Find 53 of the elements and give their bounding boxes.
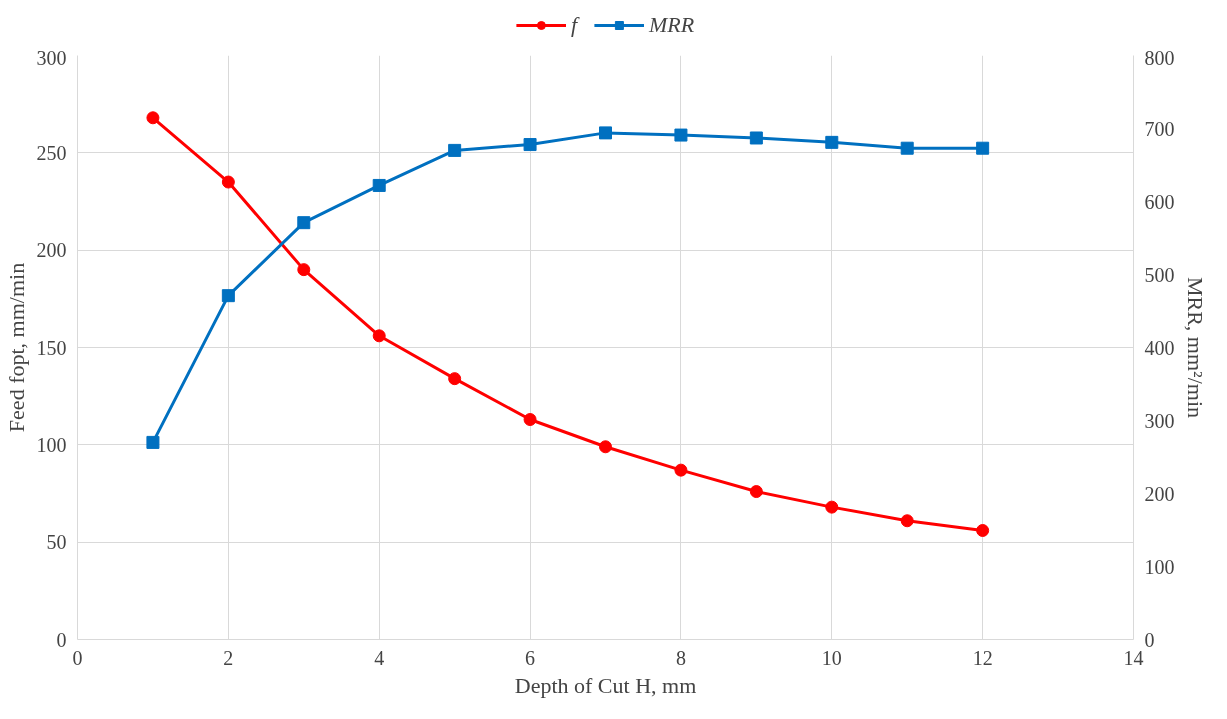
y2-tick-label: 700 [1144, 117, 1175, 140]
point [749, 485, 763, 499]
y2-tick-label: 800 [1144, 46, 1175, 69]
point [523, 413, 537, 427]
point [825, 500, 839, 514]
y2-tick-label: 200 [1144, 482, 1175, 505]
point [221, 289, 235, 303]
y-tick-label: 0 [56, 628, 67, 651]
point [825, 135, 839, 149]
point [599, 126, 612, 140]
y2-tick-label: 0 [1144, 628, 1155, 651]
y2-tick-label: 400 [1144, 336, 1175, 359]
y2-tick-label: 600 [1144, 190, 1175, 213]
point [674, 128, 688, 142]
point [448, 372, 462, 386]
y-tick-label: 250 [36, 141, 67, 164]
x-tick-label: 6 [525, 646, 536, 669]
y-tick-label: 150 [36, 336, 67, 359]
x-tick-label: 0 [72, 646, 83, 669]
y-tick-label: 300 [36, 46, 67, 69]
point [599, 440, 612, 454]
point [976, 524, 990, 537]
point [372, 178, 386, 192]
y-axis-title: Feed fopt, mm/min [3, 262, 29, 433]
point [900, 514, 914, 528]
y2-tick-label: 500 [1144, 263, 1175, 286]
point [448, 143, 462, 157]
y-tick-label: 50 [46, 531, 67, 554]
y2-axis-title: MRR, mm²/min [1182, 276, 1208, 419]
x-axis-title: Depth of Cut H, mm [514, 672, 697, 698]
point [146, 111, 160, 125]
point [523, 138, 537, 152]
legend-label: f [570, 12, 581, 38]
x-tick-label: 14 [1123, 646, 1144, 669]
y-tick-label: 200 [36, 239, 67, 262]
x-tick-label: 8 [675, 646, 686, 669]
point [976, 141, 990, 155]
point [749, 131, 763, 145]
point [297, 216, 311, 230]
point [146, 435, 160, 449]
y2-tick-label: 300 [1144, 409, 1175, 432]
y2-tick-label: 100 [1144, 555, 1175, 578]
point [674, 463, 688, 477]
point [900, 141, 914, 155]
x-tick-label: 4 [374, 646, 385, 669]
point [297, 263, 311, 277]
point [221, 175, 235, 189]
x-tick-label: 12 [972, 646, 993, 669]
point [372, 329, 386, 343]
x-tick-label: 2 [223, 646, 234, 669]
legend-label: MRR [648, 12, 695, 38]
x-tick-label: 10 [821, 646, 842, 669]
y-tick-label: 100 [36, 433, 67, 456]
